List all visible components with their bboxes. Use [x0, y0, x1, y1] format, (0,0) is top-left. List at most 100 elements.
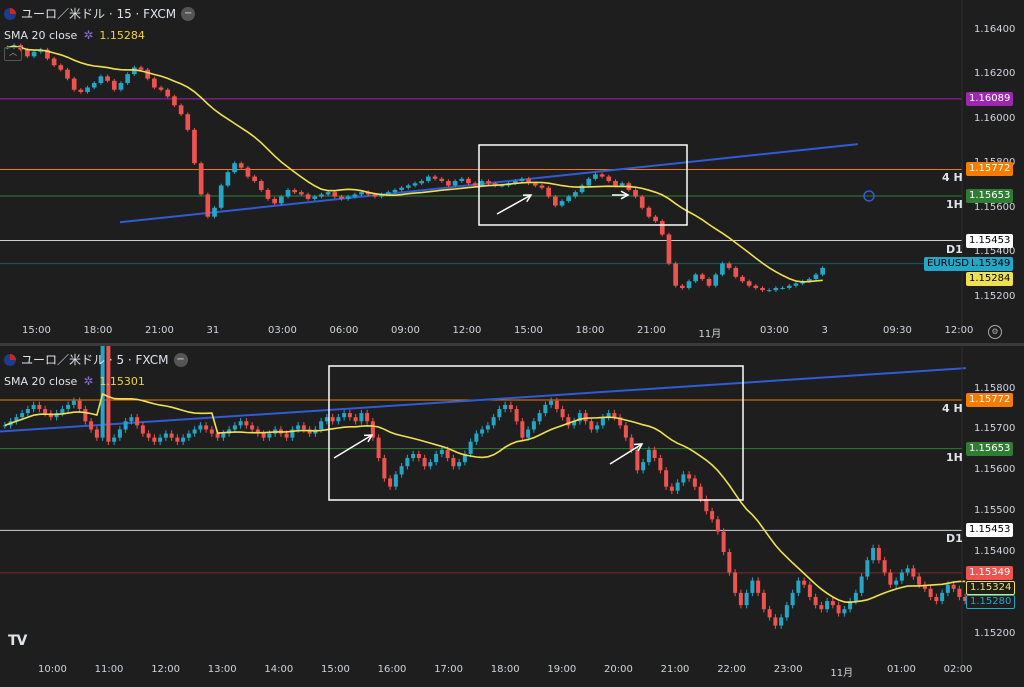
candle-body [185, 114, 191, 130]
candle-body [285, 189, 291, 197]
y-tick-label: 1.15200 [974, 290, 1016, 302]
candle-body [131, 67, 137, 75]
x-tick-label: 09:30 [883, 325, 912, 336]
candle-body [14, 417, 19, 422]
collapse-icon[interactable]: − [173, 352, 188, 367]
candle-body [836, 605, 841, 614]
candle-body [957, 588, 962, 597]
chart-settings-icon[interactable]: ⚙ [988, 325, 1002, 339]
annotation-arrow [333, 434, 373, 459]
candle-body [58, 65, 64, 70]
candle-body [526, 429, 531, 438]
candle-body [825, 601, 830, 610]
candle-body [485, 425, 490, 430]
x-tick-label: 10:00 [38, 664, 67, 675]
annotation-arrow [496, 194, 532, 215]
candle-body [393, 474, 398, 487]
candle-body [761, 592, 766, 610]
candle-body [399, 187, 404, 190]
chart-panel-15m[interactable]: ユーロ／米ドル · 15 · FXCM − SMA 20 close ✲ 1.1… [0, 0, 1024, 344]
candle-body [51, 58, 57, 66]
candle-body [554, 400, 559, 410]
candle-body [169, 433, 174, 438]
candle-body [486, 181, 491, 184]
panel-divider[interactable] [0, 343, 1024, 346]
candle-body [385, 192, 391, 195]
candle-body [215, 433, 220, 438]
y-tick-label: 1.16000 [974, 112, 1016, 124]
x-tick-label: 15:00 [321, 664, 350, 675]
candle-body [767, 609, 772, 618]
candle-body [135, 417, 140, 426]
indicator-label[interactable]: SMA 20 close [4, 374, 78, 388]
tf-label-4h: 4 H [942, 171, 963, 185]
x-tick-label: 11:00 [94, 664, 124, 675]
candle-body [746, 281, 752, 286]
chart-legend-title: ユーロ／米ドル · 5 · FXCM − [4, 351, 188, 368]
symbol-title[interactable]: ユーロ／米ドル · 15 · FXCM [21, 7, 177, 21]
candle-body [265, 189, 271, 199]
candle-body [244, 421, 249, 426]
candle-body [583, 413, 588, 422]
chart-plot-15m[interactable] [0, 0, 1024, 344]
legend-expand-icon[interactable]: ︿ [4, 47, 22, 61]
candle-body [446, 181, 451, 186]
indicator-settings-icon[interactable]: ✲ [83, 374, 94, 388]
x-tick-label: 23:00 [773, 664, 803, 675]
candle-body [566, 196, 572, 202]
chart-panel-5m[interactable]: ユーロ／米ドル · 5 · FXCM − SMA 20 close ✲ 1.15… [0, 346, 1024, 687]
x-tick-label: 21:00 [637, 325, 666, 336]
candle-body [539, 185, 545, 188]
candle-body [813, 274, 819, 280]
sma-tag: 1.15324 [966, 580, 1016, 595]
candle-body [258, 181, 264, 190]
candle-body [727, 552, 732, 573]
candle-body [365, 413, 370, 422]
candle-body [586, 178, 592, 186]
candle-body [750, 580, 755, 593]
candle-body [225, 172, 231, 186]
candle-body [145, 69, 151, 79]
candle-body [830, 601, 835, 606]
candle-body [279, 196, 284, 204]
chart-plot-5m[interactable] [0, 346, 1024, 687]
candle-body [163, 433, 168, 438]
y-tick-label: 1.16200 [974, 68, 1016, 80]
x-tick-label: 01:00 [887, 664, 916, 675]
candle-body [324, 417, 329, 422]
price-tag: 1.15653 [966, 441, 1014, 456]
symbol-title[interactable]: ユーロ／米ドル · 5 · FXCM [21, 353, 169, 367]
x-tick-label: 22:00 [717, 664, 747, 675]
indicator-label[interactable]: SMA 20 close [4, 28, 78, 42]
x-tick-label: 15:00 [514, 325, 543, 336]
candle-body [77, 400, 82, 410]
x-tick-label: 02:00 [943, 664, 973, 675]
candle-body [250, 425, 255, 430]
collapse-icon[interactable]: − [181, 6, 196, 21]
candle-body [125, 74, 130, 84]
tradingview-logo[interactable]: TV [8, 633, 27, 649]
candle-body [917, 576, 922, 585]
candle-body [882, 560, 887, 573]
symbol-tag: EURUSD [924, 256, 972, 271]
candle-body [876, 547, 881, 561]
candle-body [296, 425, 301, 430]
price-tag: 1.15653 [966, 188, 1014, 203]
candle-body [89, 421, 94, 430]
candle-body [451, 458, 456, 467]
price-tag: 1.15349 [966, 565, 1014, 580]
candle-body [412, 183, 418, 186]
candle-body [600, 417, 605, 426]
x-tick-label: 21:00 [145, 325, 174, 336]
candle-body [779, 617, 784, 626]
candle-body [606, 176, 612, 182]
candle-body [165, 89, 171, 97]
sma-20-line [4, 392, 966, 604]
price-tag: 1.15453 [966, 523, 1014, 538]
candle-body [301, 425, 306, 430]
x-tick-label: 17:00 [434, 664, 464, 675]
candle-body [865, 560, 870, 577]
candle-body [848, 601, 853, 610]
candle-body [411, 453, 416, 459]
indicator-settings-icon[interactable]: ✲ [83, 28, 94, 42]
